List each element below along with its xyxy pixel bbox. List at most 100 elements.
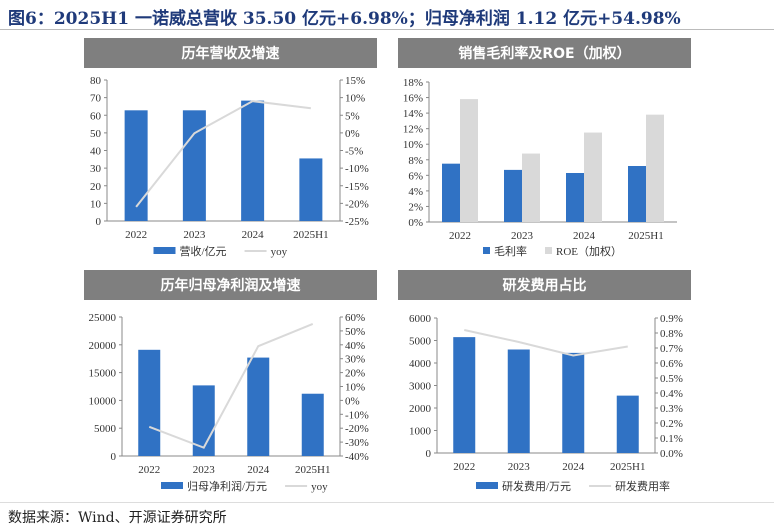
bar-营收/亿元: [299, 158, 323, 221]
bar-毛利率: [628, 166, 646, 222]
bar-毛利率: [504, 169, 522, 222]
source-note: 数据来源：Wind、开源证券研究所: [8, 510, 227, 526]
y2-tick-label: 0%: [345, 128, 360, 140]
chart-net-profit: 0 5000 10000 15000 20000 25000 -40% -30% -20% -10…: [89, 312, 369, 493]
legend-label: 归母净利润/万元: [187, 479, 267, 493]
y-tick-label: 1000: [409, 426, 432, 438]
y-tick-label: 25000: [89, 312, 117, 324]
y2-tick-label: 50%: [345, 326, 365, 338]
legend-label: ROE（加权）: [556, 245, 622, 258]
x-tick-label: 2024: [573, 230, 596, 242]
y2-tick-label: -20%: [345, 198, 369, 210]
y-tick-label: 10000: [89, 395, 117, 407]
y2-tick-label: 20%: [345, 368, 365, 380]
legend-swatch: [161, 482, 183, 489]
bar-ROE（加权）: [646, 114, 664, 222]
bar-毛利率: [442, 163, 460, 222]
y-tick-label: 60: [90, 110, 102, 122]
y-tick-label: 15000: [89, 368, 117, 380]
bar-营收/亿元: [182, 110, 206, 221]
x-tick-label: 2025H1: [610, 461, 645, 473]
y-tick-label: 18%: [403, 77, 423, 89]
figure-title: 图6：2025H1 一诺威总营收 35.50 亿元+6.98%；归母净利润 1.…: [8, 9, 681, 29]
legend-label: 毛利率: [494, 244, 527, 258]
y-tick-label: 8%: [408, 155, 423, 167]
bar-研发费用/万元: [453, 337, 476, 453]
x-tick-label: 2022: [453, 461, 475, 473]
legend-label: 研发费用率: [615, 479, 670, 493]
y-tick-label: 5000: [94, 423, 117, 435]
y-tick-label: 0: [96, 216, 102, 228]
bar-归母净利润/万元: [247, 357, 270, 456]
y-tick-label: 20000: [89, 340, 117, 352]
legend-swatch: [153, 247, 176, 254]
bar-营收/亿元: [124, 110, 148, 221]
y-tick-label: 80: [90, 75, 102, 87]
y-tick-label: 4000: [409, 358, 432, 370]
x-tick-label: 2025H1: [293, 229, 328, 241]
chart-revenue: 0 10 20 30 40 50 60 70 80 -25% -20% -15% -10% -5% 0% 5%…: [90, 75, 369, 258]
y2-tick-label: -30%: [345, 437, 369, 449]
y-tick-label: 0: [111, 451, 117, 463]
y-tick-label: 20: [90, 181, 102, 193]
y-tick-label: 14%: [403, 108, 423, 120]
x-tick-label: 2023: [511, 230, 534, 242]
y2-tick-label: -10%: [345, 409, 369, 421]
y-tick-label: 10%: [403, 139, 423, 151]
y2-tick-label: 0%: [345, 395, 360, 407]
y-tick-label: 16%: [403, 93, 423, 105]
title-divider: [0, 29, 774, 30]
y2-tick-label: 0.1%: [660, 433, 683, 445]
y2-tick-label: -20%: [345, 423, 369, 435]
y2-tick-label: 0.6%: [660, 358, 683, 370]
y2-tick-label: 0.4%: [660, 388, 683, 400]
y2-tick-label: 30%: [345, 354, 365, 366]
bar-ROE（加权）: [460, 99, 478, 222]
footer-divider: [0, 502, 774, 503]
x-tick-label: 2023: [183, 229, 206, 241]
y2-tick-label: 0.9%: [660, 313, 683, 325]
y2-tick-label: 40%: [345, 340, 365, 352]
legend-swatch: [545, 247, 552, 254]
y-tick-label: 5000: [409, 336, 432, 348]
y2-tick-label: -5%: [345, 146, 363, 158]
y2-tick-label: 15%: [345, 75, 365, 87]
y2-tick-label: 0.8%: [660, 328, 683, 340]
bar-ROE（加权）: [522, 153, 540, 222]
y-tick-label: 30: [90, 163, 102, 175]
bar-归母净利润/万元: [138, 349, 161, 456]
legend-swatch: [483, 247, 490, 254]
line-series: [148, 323, 314, 449]
line-series: [135, 100, 311, 208]
x-tick-label: 2023: [508, 461, 531, 473]
chart-3-title: 历年归母净利润及增速: [84, 270, 377, 300]
y-tick-label: 0: [426, 448, 432, 460]
x-tick-label: 2022: [138, 464, 160, 476]
x-tick-label: 2025H1: [628, 230, 663, 242]
legend-label: 营收/亿元: [180, 244, 227, 258]
y-tick-label: 12%: [403, 124, 423, 136]
y2-tick-label: 0.0%: [660, 448, 683, 460]
y2-tick-label: 10%: [345, 382, 365, 394]
y2-tick-label: -25%: [345, 216, 369, 228]
y2-tick-label: 0.3%: [660, 403, 683, 415]
x-tick-label: 2024: [242, 229, 265, 241]
line-series: [464, 329, 628, 357]
x-tick-label: 2024: [562, 461, 585, 473]
y2-tick-label: 5%: [345, 110, 360, 122]
chart-1-title: 历年营收及增速: [84, 38, 377, 68]
x-tick-label: 2022: [449, 230, 471, 242]
bar-研发费用/万元: [507, 349, 530, 453]
bar-营收/亿元: [241, 100, 265, 221]
bar-ROE（加权）: [584, 132, 602, 222]
bar-研发费用/万元: [562, 352, 585, 453]
y-tick-label: 40: [90, 146, 102, 158]
y-tick-label: 6%: [408, 170, 423, 182]
x-tick-label: 2023: [193, 464, 216, 476]
y2-tick-label: -10%: [345, 163, 369, 175]
y-tick-label: 2000: [409, 403, 432, 415]
chart-rd: 0 1000 2000 3000 4000 5000 6000 0.0% 0.1% 0.2% 0.3…: [409, 313, 683, 493]
chart-margin-roe: 0% 2% 4% 6% 8% 10% 12% 14% 16% 18% 2022 2023 2024 202…: [403, 77, 677, 258]
y2-tick-label: 0.2%: [660, 418, 683, 430]
y2-tick-label: 0.7%: [660, 343, 683, 355]
